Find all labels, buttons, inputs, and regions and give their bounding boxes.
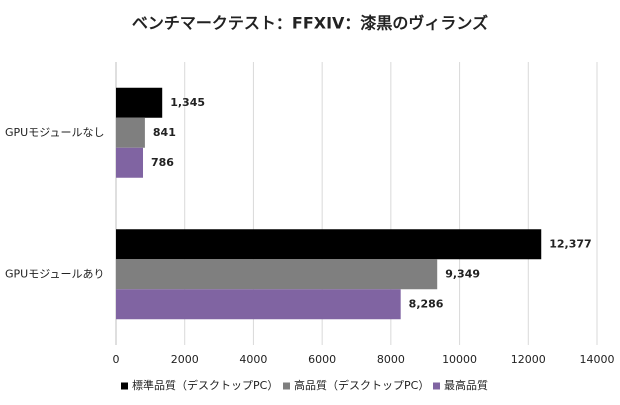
- x-tick-label: 10000: [442, 353, 477, 366]
- x-tick-label: 12000: [511, 353, 546, 366]
- y-tick-label: GPUモジュールなし: [5, 126, 104, 139]
- bar: [116, 87, 163, 118]
- legend-swatch: [283, 382, 290, 390]
- x-tick-label: 6000: [308, 353, 336, 366]
- bar: [116, 117, 145, 148]
- value-label: 9,349: [445, 267, 480, 280]
- x-tick-label: 4000: [239, 353, 267, 366]
- legend-swatch: [433, 382, 440, 390]
- bar: [116, 259, 438, 290]
- legend-label: 高品質（デスクトップPC）: [294, 378, 429, 392]
- y-tick-label: GPUモジュールあり: [5, 267, 104, 280]
- value-label: 8,286: [409, 297, 444, 310]
- x-tick-label: 0: [113, 353, 120, 366]
- value-label: 1,345: [170, 96, 205, 109]
- bar: [116, 289, 401, 320]
- legend-label: 最高品質: [444, 378, 488, 392]
- bar: [116, 147, 144, 178]
- value-label: 12,377: [549, 237, 591, 250]
- x-tick-label: 2000: [171, 353, 199, 366]
- bar: [116, 229, 542, 260]
- chart-title: ベンチマークテスト：FFXIV：漆黒のヴィランズ: [132, 14, 488, 33]
- legend-label: 標準品質（デスクトップPC）: [132, 378, 278, 392]
- legend-swatch: [121, 382, 128, 390]
- value-label: 786: [151, 156, 174, 169]
- x-tick-label: 14000: [580, 353, 615, 366]
- x-tick-label: 8000: [377, 353, 405, 366]
- value-label: 841: [153, 126, 176, 139]
